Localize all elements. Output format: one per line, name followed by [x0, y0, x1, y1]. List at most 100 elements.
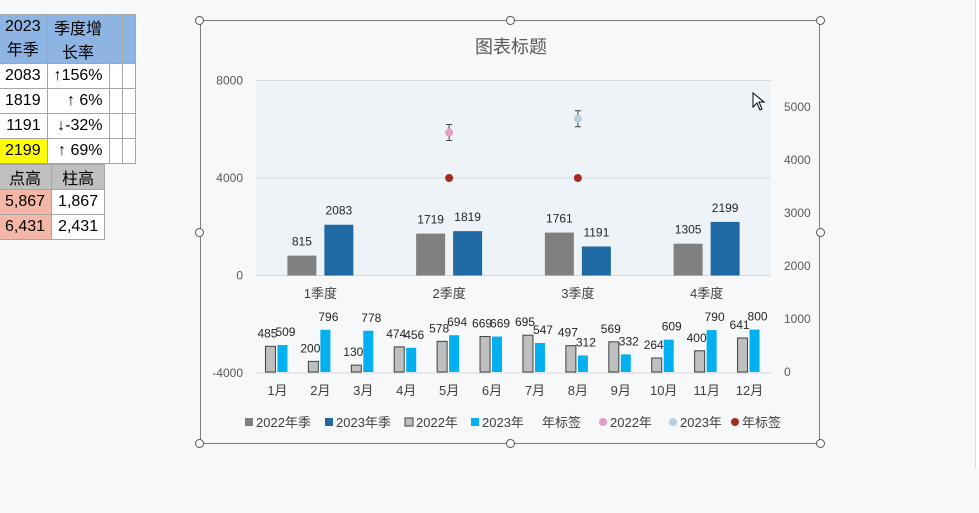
quarter-bar[interactable]: [287, 255, 317, 276]
header-cell[interactable]: 点高: [0, 164, 53, 190]
month-bar[interactable]: [749, 329, 760, 372]
scatter-point[interactable]: [445, 174, 454, 182]
cell[interactable]: [108, 88, 123, 114]
month-bar[interactable]: [277, 345, 288, 372]
resize-handle[interactable]: [506, 16, 515, 25]
legend-label[interactable]: 2023年季: [336, 415, 391, 430]
month-bar[interactable]: [449, 335, 460, 372]
mouse-cursor-icon: [752, 92, 766, 111]
month-bar-label: 130: [343, 345, 363, 359]
scatter-point[interactable]: [573, 114, 582, 123]
month-bar[interactable]: [307, 360, 319, 373]
resize-handle[interactable]: [816, 439, 825, 448]
resize-handle[interactable]: [506, 439, 515, 448]
legend-label[interactable]: 2022年: [610, 415, 652, 430]
scatter-point[interactable]: [573, 174, 582, 182]
legend[interactable]: 2022年季 2023年季 2022年 2023年 年标签 2022年 2023年 年标签: [245, 415, 781, 430]
cell[interactable]: [121, 63, 136, 89]
cell[interactable]: [108, 138, 123, 164]
resize-handle[interactable]: [816, 16, 825, 25]
cell[interactable]: [121, 113, 136, 139]
month-bar[interactable]: [534, 343, 545, 372]
month-bar[interactable]: [479, 336, 491, 373]
height-table: 点高 柱高 5,867 1,867 6,431 2,431: [0, 164, 106, 240]
month-bar[interactable]: [363, 330, 374, 372]
legend-label[interactable]: 年标签: [742, 415, 781, 430]
cell[interactable]: 2,431: [51, 214, 106, 240]
quarter-bar-label: 815: [292, 235, 312, 249]
header-cell[interactable]: 季度增长率: [46, 14, 110, 64]
quarter-bar[interactable]: [673, 243, 703, 276]
chart-title[interactable]: 图表标题: [475, 37, 547, 57]
legend-label[interactable]: 年标签: [542, 415, 581, 430]
month-bar[interactable]: [350, 364, 362, 373]
cell[interactable]: 1,867: [51, 189, 106, 215]
cell[interactable]: 1191: [0, 113, 48, 139]
month-bar[interactable]: [492, 336, 503, 372]
cell[interactable]: ↑156%: [46, 63, 110, 89]
resize-handle[interactable]: [195, 439, 204, 448]
month-bar[interactable]: [577, 355, 588, 372]
right-axis-tick-label: 2000: [784, 259, 811, 273]
quarter-bar[interactable]: [581, 246, 611, 276]
month-bar[interactable]: [651, 357, 663, 373]
left-axis-tick-label: -4000: [212, 366, 243, 380]
quarter-bar-label: 1719: [417, 213, 444, 227]
right-axis-tick-label: 4000: [784, 153, 811, 167]
month-bar[interactable]: [393, 346, 405, 373]
quarter-bar[interactable]: [416, 233, 446, 276]
right-axis-tick-label: 1000: [784, 312, 811, 326]
resize-handle[interactable]: [195, 228, 204, 237]
quarter-bar-label: 2083: [326, 204, 353, 218]
legend-label[interactable]: 2023年: [680, 415, 722, 430]
right-axis[interactable]: 5000 4000 3000 2000 1000 0: [784, 100, 811, 379]
cell[interactable]: [108, 113, 123, 139]
quarter-bar[interactable]: [544, 232, 574, 276]
month-bar[interactable]: [663, 339, 674, 372]
month-bar[interactable]: [565, 345, 577, 373]
cell[interactable]: 2199: [0, 138, 48, 164]
quarter-category-label: 3季度: [561, 286, 594, 301]
cell[interactable]: ↑ 6%: [46, 88, 110, 114]
cell[interactable]: 2083: [0, 63, 48, 89]
table-row: 1191 ↓-32%: [0, 113, 136, 139]
legend-swatch: [669, 418, 677, 426]
month-bar[interactable]: [264, 345, 276, 373]
legend-label[interactable]: 2022年季: [256, 415, 311, 430]
left-axis[interactable]: 8000 4000 0 -4000: [212, 74, 243, 381]
cell[interactable]: 5,867: [0, 189, 53, 215]
scatter-point[interactable]: [445, 128, 454, 137]
cell[interactable]: [108, 63, 123, 89]
month-bar[interactable]: [706, 330, 717, 372]
month-bar[interactable]: [694, 350, 706, 373]
cell[interactable]: ↑ 69%: [46, 138, 110, 164]
header-cell[interactable]: [121, 14, 136, 64]
month-bar-label: 474: [386, 327, 406, 341]
header-cell[interactable]: 2023年季: [0, 14, 48, 64]
header-cell[interactable]: 柱高: [51, 164, 106, 190]
resize-handle[interactable]: [816, 228, 825, 237]
cell[interactable]: [121, 88, 136, 114]
month-bar[interactable]: [620, 354, 631, 372]
cell[interactable]: ↓-32%: [46, 113, 110, 139]
month-bar[interactable]: [608, 341, 620, 373]
legend-label[interactable]: 2023年: [482, 415, 524, 430]
cell[interactable]: 1819: [0, 88, 48, 114]
quarter-bar[interactable]: [710, 221, 740, 276]
resize-handle[interactable]: [195, 16, 204, 25]
cell[interactable]: 6,431: [0, 214, 53, 240]
month-bar[interactable]: [320, 329, 331, 372]
chart-object[interactable]: 图表标题 8000 4000 0 -4000 5000 4000 3000 2000 1000…: [200, 20, 820, 444]
cell[interactable]: [121, 138, 136, 164]
quarter-bar[interactable]: [324, 224, 354, 276]
quarter-bar[interactable]: [453, 231, 483, 276]
month-bar[interactable]: [406, 347, 417, 372]
legend-label[interactable]: 2022年: [416, 415, 458, 430]
month-bar[interactable]: [522, 334, 534, 373]
month-bar[interactable]: [436, 340, 448, 373]
header-cell[interactable]: [108, 14, 123, 64]
month-bar[interactable]: [737, 337, 749, 373]
month-bar-label: 456: [404, 328, 424, 342]
table-row: 2083 ↑156%: [0, 63, 136, 89]
